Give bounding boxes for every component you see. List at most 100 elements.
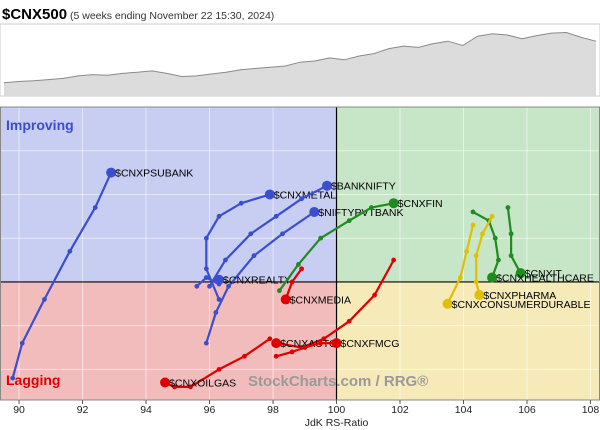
series-label: $CNXMETAL — [274, 189, 336, 201]
series-point — [42, 297, 47, 302]
series-point — [473, 279, 479, 285]
series-point — [207, 283, 212, 289]
series-point — [92, 205, 98, 210]
series-head-point — [388, 198, 399, 209]
series-head-point — [309, 206, 320, 217]
series-point — [372, 292, 378, 298]
series-trail — [205, 193, 271, 301]
series-point — [216, 366, 222, 372]
series-point — [19, 340, 25, 346]
x-tick-label: 108 — [582, 404, 600, 416]
series-point — [289, 279, 295, 285]
series-point — [267, 336, 273, 342]
series-point — [318, 235, 324, 241]
series-point — [213, 310, 219, 315]
series-point — [321, 336, 327, 342]
series-point — [346, 218, 352, 224]
series-trail — [278, 202, 395, 292]
series-cnxrealty: $CNXREALTY — [194, 274, 291, 289]
series-point — [464, 248, 470, 254]
series-point — [67, 248, 73, 254]
series-point — [276, 288, 282, 294]
x-tick-label: 102 — [391, 404, 409, 416]
benchmark-line — [3, 31, 597, 84]
series-point — [242, 353, 247, 359]
series-head-point — [214, 274, 225, 285]
series-point — [302, 345, 308, 350]
x-tick-label: 94 — [140, 404, 152, 416]
series-point — [226, 283, 231, 289]
series-point — [296, 262, 301, 267]
series-label: $CNXMEDIA — [290, 294, 351, 306]
series-point — [203, 275, 209, 280]
series-point — [216, 213, 222, 219]
watermark: StockCharts.com / RRG® — [248, 373, 428, 390]
series-point — [470, 209, 476, 215]
series-point — [203, 266, 209, 272]
series-label: $CNXIT — [525, 268, 563, 280]
series-cnxpharma: $CNXPHARMA — [473, 213, 556, 302]
x-tick-label: 98 — [267, 404, 279, 416]
series-point — [391, 257, 397, 263]
series-point — [248, 231, 254, 237]
series-point — [489, 213, 495, 219]
series-point — [299, 266, 304, 272]
quadrant-label-lagging: Lagging — [6, 372, 60, 388]
series-banknifty: $BANKNIFTY — [207, 180, 396, 289]
series-point — [346, 318, 352, 324]
series-point — [473, 253, 479, 259]
series-trail — [446, 224, 475, 305]
series-label: $CNXPSUBANK — [115, 168, 193, 180]
series-point — [508, 253, 514, 259]
x-axis: 90 92 94 96 98 100 102 104 106 108 JdK RS-Ratio — [13, 400, 599, 429]
series-head-point — [474, 290, 485, 301]
series-point — [457, 275, 463, 280]
benchmark-area — [4, 32, 596, 96]
quadrant-label-improving: Improving — [6, 117, 74, 133]
series-head-point — [264, 189, 275, 200]
series-point — [496, 257, 501, 263]
series-point — [280, 231, 285, 237]
series-head-point — [321, 180, 332, 191]
series-point — [216, 297, 222, 302]
series-label: $CNXCONSUMERDURABLE — [452, 299, 591, 311]
series-cnxfmcg: $CNXFMCG — [273, 338, 400, 359]
series-head-point — [331, 338, 342, 349]
series-point — [238, 200, 244, 206]
series-point — [203, 340, 209, 346]
x-tick-label: 106 — [518, 404, 536, 416]
series-head-point — [515, 268, 526, 279]
series-label: $CNXOILGAS — [169, 378, 236, 390]
chart-title: $CNX500 — [2, 6, 68, 23]
series-point — [222, 257, 228, 263]
series-label: $CNXFIN — [398, 198, 443, 210]
series-head-point — [160, 377, 171, 388]
series-cnxit: $CNXIT — [505, 205, 563, 280]
series-point — [194, 283, 200, 289]
series-label: $CNXFMCG — [341, 338, 400, 350]
series-point — [492, 235, 498, 241]
series-point — [289, 349, 295, 355]
chart-header: $CNX500 (5 weeks ending November 22 15:3… — [0, 0, 600, 23]
series-label: $CNXPHARMA — [483, 290, 556, 302]
series-point — [273, 213, 279, 219]
series-label: $CNXREALTY — [223, 275, 291, 287]
series-point — [369, 205, 374, 210]
series-trail — [205, 210, 316, 345]
series-head-point — [271, 338, 282, 349]
series-point — [299, 196, 304, 202]
x-tick-label: 96 — [204, 404, 216, 416]
series-cnxmedia: $CNXMEDIA — [280, 266, 351, 306]
series-label: $CNXAUTO — [280, 338, 337, 350]
series-label: $BANKNIFTY — [331, 181, 396, 193]
series-point — [10, 375, 16, 381]
x-tick-label: 100 — [328, 404, 346, 416]
series-point — [203, 235, 209, 241]
series-point — [470, 222, 476, 228]
series-head-point — [106, 167, 117, 178]
series-point — [480, 231, 485, 237]
series-point — [172, 384, 178, 390]
series-trail — [275, 259, 395, 349]
series-cnxfin: $CNXFIN — [276, 198, 443, 294]
series-point — [508, 231, 514, 237]
